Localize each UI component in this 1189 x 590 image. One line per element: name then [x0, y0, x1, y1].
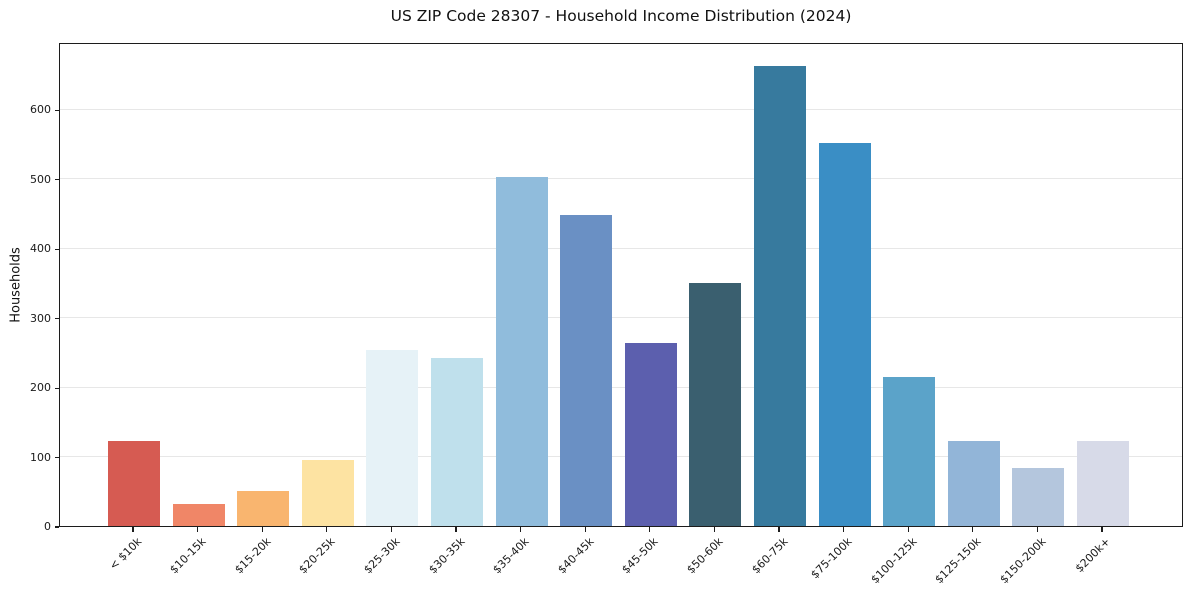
gridline-500 — [60, 178, 1182, 180]
y-tick-100 — [54, 456, 59, 459]
x-tick-$10-15k — [197, 527, 199, 532]
y-tick-label-200: 200 — [30, 381, 51, 395]
y-tick-label-100: 100 — [30, 450, 51, 464]
chart-title: US ZIP Code 28307 - Household Income Dis… — [390, 7, 852, 25]
x-tick-label-$40-45k: $40-45k — [555, 535, 597, 577]
x-tick-label-$20-25k: $20-25k — [296, 535, 339, 577]
bar-< $10k — [108, 441, 160, 526]
bar-$35-40k — [495, 176, 548, 526]
gridline-300 — [60, 317, 1182, 319]
x-tick-label-$150-200k: $150-200k — [997, 535, 1049, 587]
bar-$10-15k — [172, 503, 225, 526]
y-tick-label-500: 500 — [30, 172, 51, 186]
x-tick-label-$125-150k: $125-150k — [932, 535, 985, 587]
x-tick-label-$15-20k: $15-20k — [232, 535, 274, 577]
y-tick-600 — [54, 109, 59, 111]
x-tick-$20-25k — [326, 527, 328, 532]
x-tick-$30-35k — [455, 527, 457, 532]
y-tick-300 — [54, 318, 59, 320]
bar-$60-75k — [754, 65, 806, 526]
bar-$20-25k — [301, 460, 354, 526]
x-tick-$15-20k — [261, 527, 263, 532]
x-tick-$25-30k — [390, 527, 392, 532]
x-tick-$125-150k — [972, 527, 974, 532]
bar-$30-35k — [431, 357, 483, 526]
x-tick-$100-125k — [907, 527, 909, 532]
gridline-200 — [60, 386, 1182, 388]
x-tick-label-$200k+: $200k+ — [1073, 535, 1114, 576]
plot-area — [59, 43, 1183, 527]
x-tick-label-$45-50k: $45-50k — [619, 535, 662, 577]
x-tick-label-$25-30k: $25-30k — [361, 535, 403, 577]
bar-$45-50k — [624, 343, 677, 526]
bar-$25-30k — [366, 349, 419, 526]
bar-$150-200k — [1012, 467, 1065, 526]
gridline-600 — [60, 108, 1182, 110]
x-tick-$45-50k — [649, 527, 651, 532]
x-tick-label-< $10k: < $10k — [106, 535, 145, 573]
gridline-100 — [60, 456, 1182, 458]
x-tick-$200k+ — [1101, 527, 1103, 532]
y-tick-label-300: 300 — [30, 311, 51, 325]
x-tick-$75-100k — [843, 527, 845, 532]
bar-$75-100k — [818, 142, 871, 526]
x-tick-$40-45k — [584, 527, 586, 532]
bar-$15-20k — [237, 490, 290, 526]
y-tick-500 — [54, 179, 59, 181]
x-tick-label-$35-40k: $35-40k — [490, 535, 532, 577]
bar-$100-125k — [883, 377, 936, 526]
bar-$40-45k — [560, 214, 613, 526]
x-tick-< $10k — [132, 527, 134, 532]
x-tick-label-$75-100k: $75-100k — [808, 535, 855, 582]
y-tick-label-600: 600 — [30, 103, 51, 117]
x-tick-$150-200k — [1036, 527, 1038, 532]
y-tick-400 — [54, 248, 59, 250]
x-tick-$50-60k — [713, 527, 715, 532]
bar-$200k+ — [1077, 441, 1129, 526]
x-tick-label-$10-15k: $10-15k — [167, 535, 209, 577]
y-tick-200 — [54, 387, 59, 389]
y-tick-0 — [54, 526, 59, 528]
x-tick-label-$60-75k: $60-75k — [748, 535, 791, 577]
x-tick-label-$50-60k: $50-60k — [684, 535, 726, 577]
y-tick-label-0: 0 — [44, 520, 51, 533]
bar-$50-60k — [689, 282, 742, 526]
gridline-400 — [60, 247, 1182, 249]
x-tick-label-$30-35k: $30-35k — [425, 535, 468, 577]
x-tick-label-$100-125k: $100-125k — [868, 535, 920, 587]
x-tick-$60-75k — [778, 527, 780, 532]
y-tick-label-400: 400 — [30, 242, 51, 256]
bar-$125-150k — [947, 441, 1000, 526]
x-tick-$35-40k — [520, 527, 522, 532]
